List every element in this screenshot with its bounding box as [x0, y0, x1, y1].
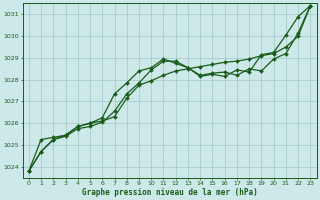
X-axis label: Graphe pression niveau de la mer (hPa): Graphe pression niveau de la mer (hPa) [82, 188, 258, 197]
